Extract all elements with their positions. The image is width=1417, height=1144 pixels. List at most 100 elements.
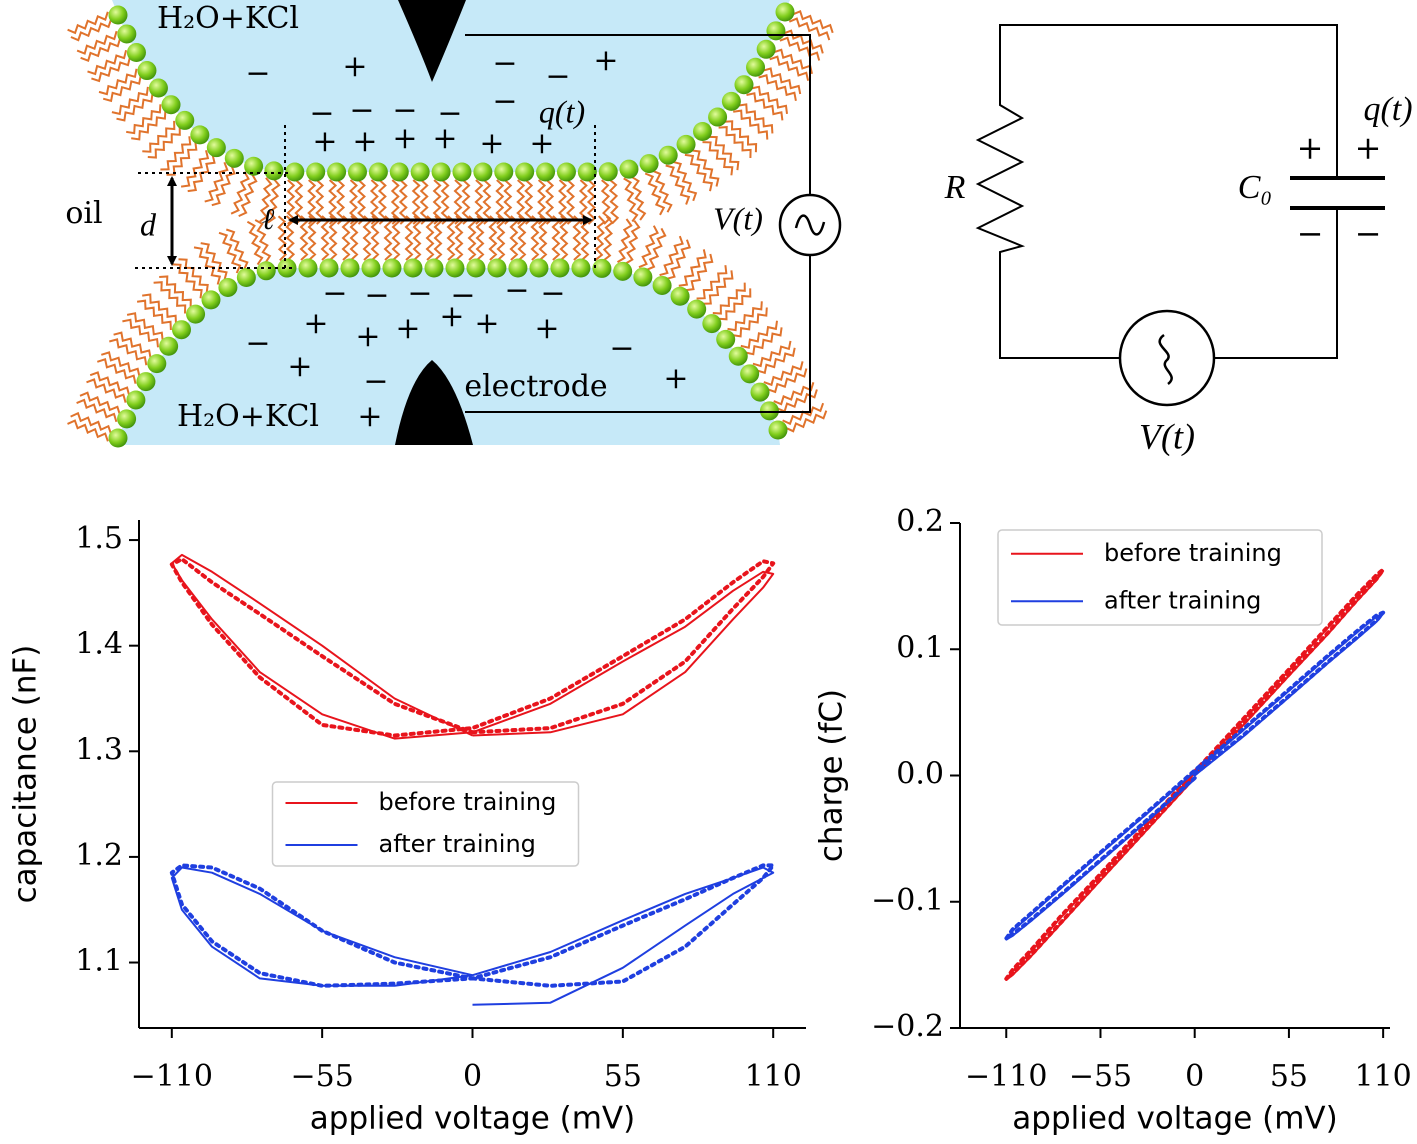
lipid-head	[201, 290, 221, 310]
lipid-tail	[404, 215, 414, 261]
lipid-head	[592, 258, 612, 278]
lipid-tail	[756, 347, 796, 375]
lipid-tail	[638, 225, 659, 269]
electrode-label: electrode	[464, 369, 607, 404]
x-tick-label: 55	[1270, 1059, 1308, 1094]
lipid-tail	[102, 75, 142, 103]
lipid-head	[619, 159, 639, 179]
lipid-tail	[142, 293, 177, 324]
lipid-tail	[440, 179, 450, 225]
lipid-head	[137, 61, 157, 81]
x-tick-label: −55	[290, 1059, 353, 1094]
data-line	[170, 866, 775, 1006]
lipid-tail	[724, 120, 758, 153]
lipid-tail	[746, 92, 784, 121]
lipid-tail	[763, 361, 804, 387]
lipid-tail	[691, 149, 720, 187]
length-label: ℓ	[262, 203, 275, 236]
y-tick-label: 1.4	[75, 627, 123, 662]
lipid-head	[340, 258, 360, 278]
charge-sign: +	[474, 306, 499, 341]
y-tick-label: 1.2	[75, 838, 123, 873]
lipid-head	[445, 258, 465, 278]
lipid-head	[536, 162, 556, 182]
charts: −110 −55 0 55 110 1.1 1.2 1.3 1.4 1.5 applied volt…	[8, 504, 1412, 1137]
charge-label: q(t)	[1363, 91, 1412, 128]
x-axis-label: applied voltage (mV)	[310, 1101, 635, 1137]
data-line	[1005, 612, 1385, 941]
lipid-head	[368, 162, 388, 182]
lipid-tail	[530, 215, 540, 261]
lipid-head	[264, 161, 284, 181]
lipid-tail	[336, 179, 346, 225]
lipid-tail	[718, 126, 752, 159]
lipid-head	[550, 258, 570, 278]
lipid-head	[466, 258, 486, 278]
lipid-head	[670, 286, 690, 306]
lipid-tail	[178, 258, 209, 294]
lipid-head	[487, 258, 507, 278]
lipid-tail	[792, 9, 834, 34]
lipid-tail	[779, 36, 821, 61]
charge-sign: +	[342, 49, 367, 84]
ac-symbol	[1158, 333, 1173, 385]
lipid-head	[117, 24, 137, 44]
resistor-label: R	[944, 169, 966, 206]
lipid-head	[206, 138, 226, 158]
charge-sign: +	[432, 121, 457, 156]
charge-sign: +	[395, 311, 420, 346]
lipid-head	[473, 162, 493, 182]
lipid-tail	[425, 215, 435, 261]
lipid-tail	[153, 281, 187, 314]
x-tick-label: −55	[1069, 1059, 1132, 1094]
lipid-tail	[630, 175, 647, 221]
y-tick-label: 0.0	[896, 757, 944, 792]
lipid-head	[702, 314, 722, 334]
lipid-head	[389, 162, 409, 182]
lipid-tail	[586, 179, 596, 225]
lipid-tail	[76, 30, 118, 55]
lipid-tail	[684, 153, 714, 192]
lipid-tail	[142, 120, 176, 153]
lipid-head	[147, 354, 167, 374]
lipid-tail	[572, 215, 582, 261]
wire	[465, 34, 811, 195]
lipid-head	[159, 336, 179, 356]
lipid-tail	[767, 368, 808, 394]
lipid-head	[768, 420, 788, 440]
lipid-tail	[267, 178, 281, 224]
lipid-tail	[551, 215, 561, 261]
lipid-tail	[91, 56, 131, 83]
lipid-tail	[254, 219, 272, 264]
x-tick-label: −110	[131, 1059, 213, 1094]
lipid-tail	[503, 179, 513, 225]
lipid-head	[515, 162, 535, 182]
lipid-head	[126, 42, 146, 62]
lipid-tail	[782, 402, 825, 426]
lipid-tail	[225, 228, 249, 271]
lipid-tail	[461, 179, 471, 225]
lipid-head	[410, 162, 430, 182]
lipid-tail	[524, 179, 534, 225]
y-tick-label: 0.2	[896, 504, 944, 539]
lipid-tail	[616, 218, 633, 263]
lipid-head	[306, 162, 326, 182]
lipid-tail	[98, 68, 138, 96]
lipid-head	[746, 57, 766, 77]
lipid-head	[452, 162, 472, 182]
voltage-label: V(t)	[713, 200, 763, 236]
lipid-tail	[89, 371, 131, 396]
lipid-tail	[147, 126, 181, 159]
x-tick-label: 110	[745, 1059, 802, 1094]
lipid-tail	[398, 179, 408, 225]
lipid-head	[728, 346, 748, 366]
lipid-tail	[122, 318, 159, 348]
charge-sign: +	[287, 349, 312, 384]
lipid-tail	[79, 391, 121, 415]
lipid-head	[708, 107, 728, 127]
minus-sign: −	[1297, 215, 1324, 253]
lipid-head	[431, 162, 451, 182]
charge-sign: −	[540, 276, 565, 311]
lipid-tail	[785, 410, 828, 433]
